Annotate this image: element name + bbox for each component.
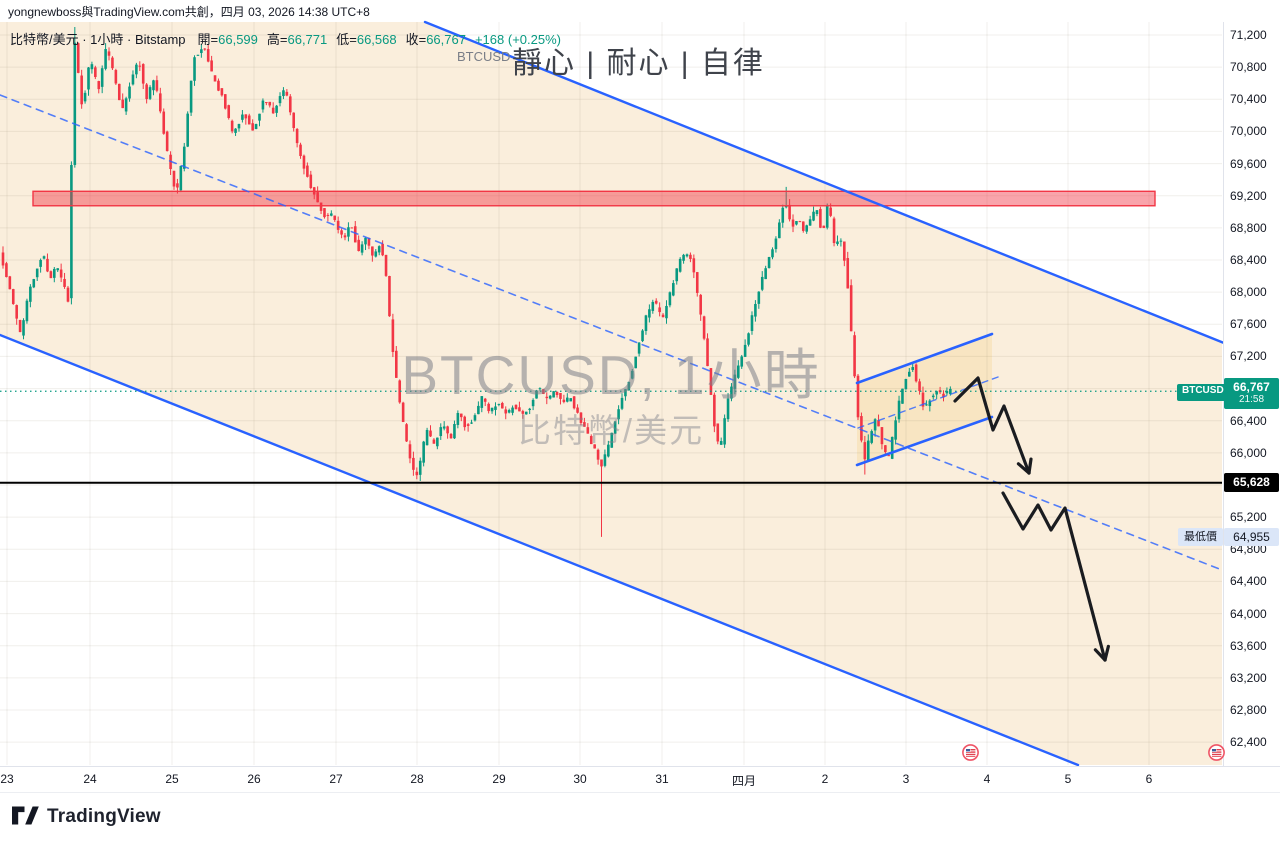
price-axis-tick: 68,800 <box>1230 220 1267 235</box>
time-axis-tick: 31 <box>655 772 669 786</box>
lowest-price-value: 64,955 <box>1224 528 1279 546</box>
chart-grid <box>0 22 1222 765</box>
time-axis-tick: 2 <box>821 772 829 786</box>
price-axis-tick: 68,400 <box>1230 253 1267 267</box>
time-axis-tick: 28 <box>410 772 424 786</box>
price-axis-tick: 67,600 <box>1230 317 1267 332</box>
support-price-badge: 65,628 <box>1224 473 1279 492</box>
legend-item: 低=66,568 <box>336 32 397 47</box>
projection-arrows[interactable] <box>953 376 1110 662</box>
last-price-value: 66,767 <box>1233 380 1270 394</box>
us-flag-event-icon[interactable] <box>1208 744 1225 761</box>
time-axis-tick: 23 <box>0 772 14 786</box>
resistance-band[interactable] <box>32 190 1156 207</box>
time-axis-tick: 6 <box>1145 772 1153 786</box>
price-axis-tick: 70,400 <box>1230 92 1267 107</box>
candle-countdown: 21:58 <box>1238 394 1265 405</box>
time-axis-tick: 25 <box>165 772 179 786</box>
time-axis-tick: 30 <box>573 772 587 786</box>
legend-symbol: 比特幣/美元 · 1小時 · Bitstamp <box>10 32 186 47</box>
legend-ohlc-values: 開=66,599 高=66,771 低=66,568 收=66,767 <box>198 32 475 47</box>
time-axis-tick: 5 <box>1064 772 1072 786</box>
last-price-badge: 66,767 21:58 <box>1224 378 1279 409</box>
price-axis-tick: 63,600 <box>1230 638 1267 653</box>
tradingview-logo[interactable]: TradingView <box>12 805 161 828</box>
time-axis[interactable]: 23 24 25 26 27 28 29 30 31 四月 2 3 4 5 6 <box>0 766 1280 793</box>
price-axis-tick: 67,200 <box>1230 349 1267 364</box>
price-axis-tick: 64,000 <box>1230 606 1267 621</box>
legend-item: 開=66,599 <box>197 32 258 47</box>
us-flag-event-icon[interactable] <box>962 744 979 761</box>
price-axis-tick: 65,200 <box>1230 510 1267 525</box>
slogan-title: 靜心 | 耐心 | 自律 <box>512 47 765 80</box>
price-axis-tick: 66,000 <box>1230 445 1267 460</box>
legend-change: +168 (+0.25%) <box>474 32 561 47</box>
title-symbol-small: BTCUSD <box>457 49 511 64</box>
price-axis-tick: 71,200 <box>1230 28 1267 42</box>
time-axis-tick: 24 <box>83 772 97 786</box>
time-axis-tick: 29 <box>492 772 506 786</box>
price-axis-tick: 63,200 <box>1230 670 1267 685</box>
price-axis-tick: 70,000 <box>1230 124 1267 139</box>
legend-item: 收=66,767 <box>405 32 466 47</box>
time-axis-tick: 四月 <box>731 774 757 788</box>
channel-lines[interactable] <box>0 20 1226 767</box>
tradingview-logo-text: TradingView <box>47 805 161 827</box>
price-axis-tick: 64,400 <box>1230 574 1267 589</box>
price-axis-tick: 70,800 <box>1230 60 1267 75</box>
time-axis-tick: 4 <box>983 772 991 786</box>
attribution-text: yongnewboss與TradingView.com共創，四月 03, 202… <box>8 5 370 19</box>
symbol-price-pill: BTCUSD <box>1177 384 1229 401</box>
price-axis-tick: 69,200 <box>1230 188 1267 203</box>
tradingview-mark-icon <box>12 806 39 825</box>
candles-layer <box>1 26 952 537</box>
legend-item: 高=66,771 <box>266 32 328 47</box>
price-axis-tick: 62,800 <box>1230 703 1267 717</box>
price-axis-tick: 69,600 <box>1230 156 1267 171</box>
time-axis-tick: 26 <box>247 772 261 786</box>
price-axis-tick: 66,400 <box>1230 413 1267 428</box>
time-axis-tick: 27 <box>329 772 343 786</box>
price-axis-tick: 62,400 <box>1230 735 1267 750</box>
price-axis-tick: 68,000 <box>1230 285 1267 300</box>
channel-fill <box>0 22 1222 765</box>
ohlc-legend[interactable]: 比特幣/美元 · 1小時 · Bitstamp 開=66,599 高=66,771 低… <box>10 29 561 48</box>
time-axis-tick: 3 <box>902 772 910 786</box>
lowest-price-label: 最低價 <box>1178 528 1223 546</box>
